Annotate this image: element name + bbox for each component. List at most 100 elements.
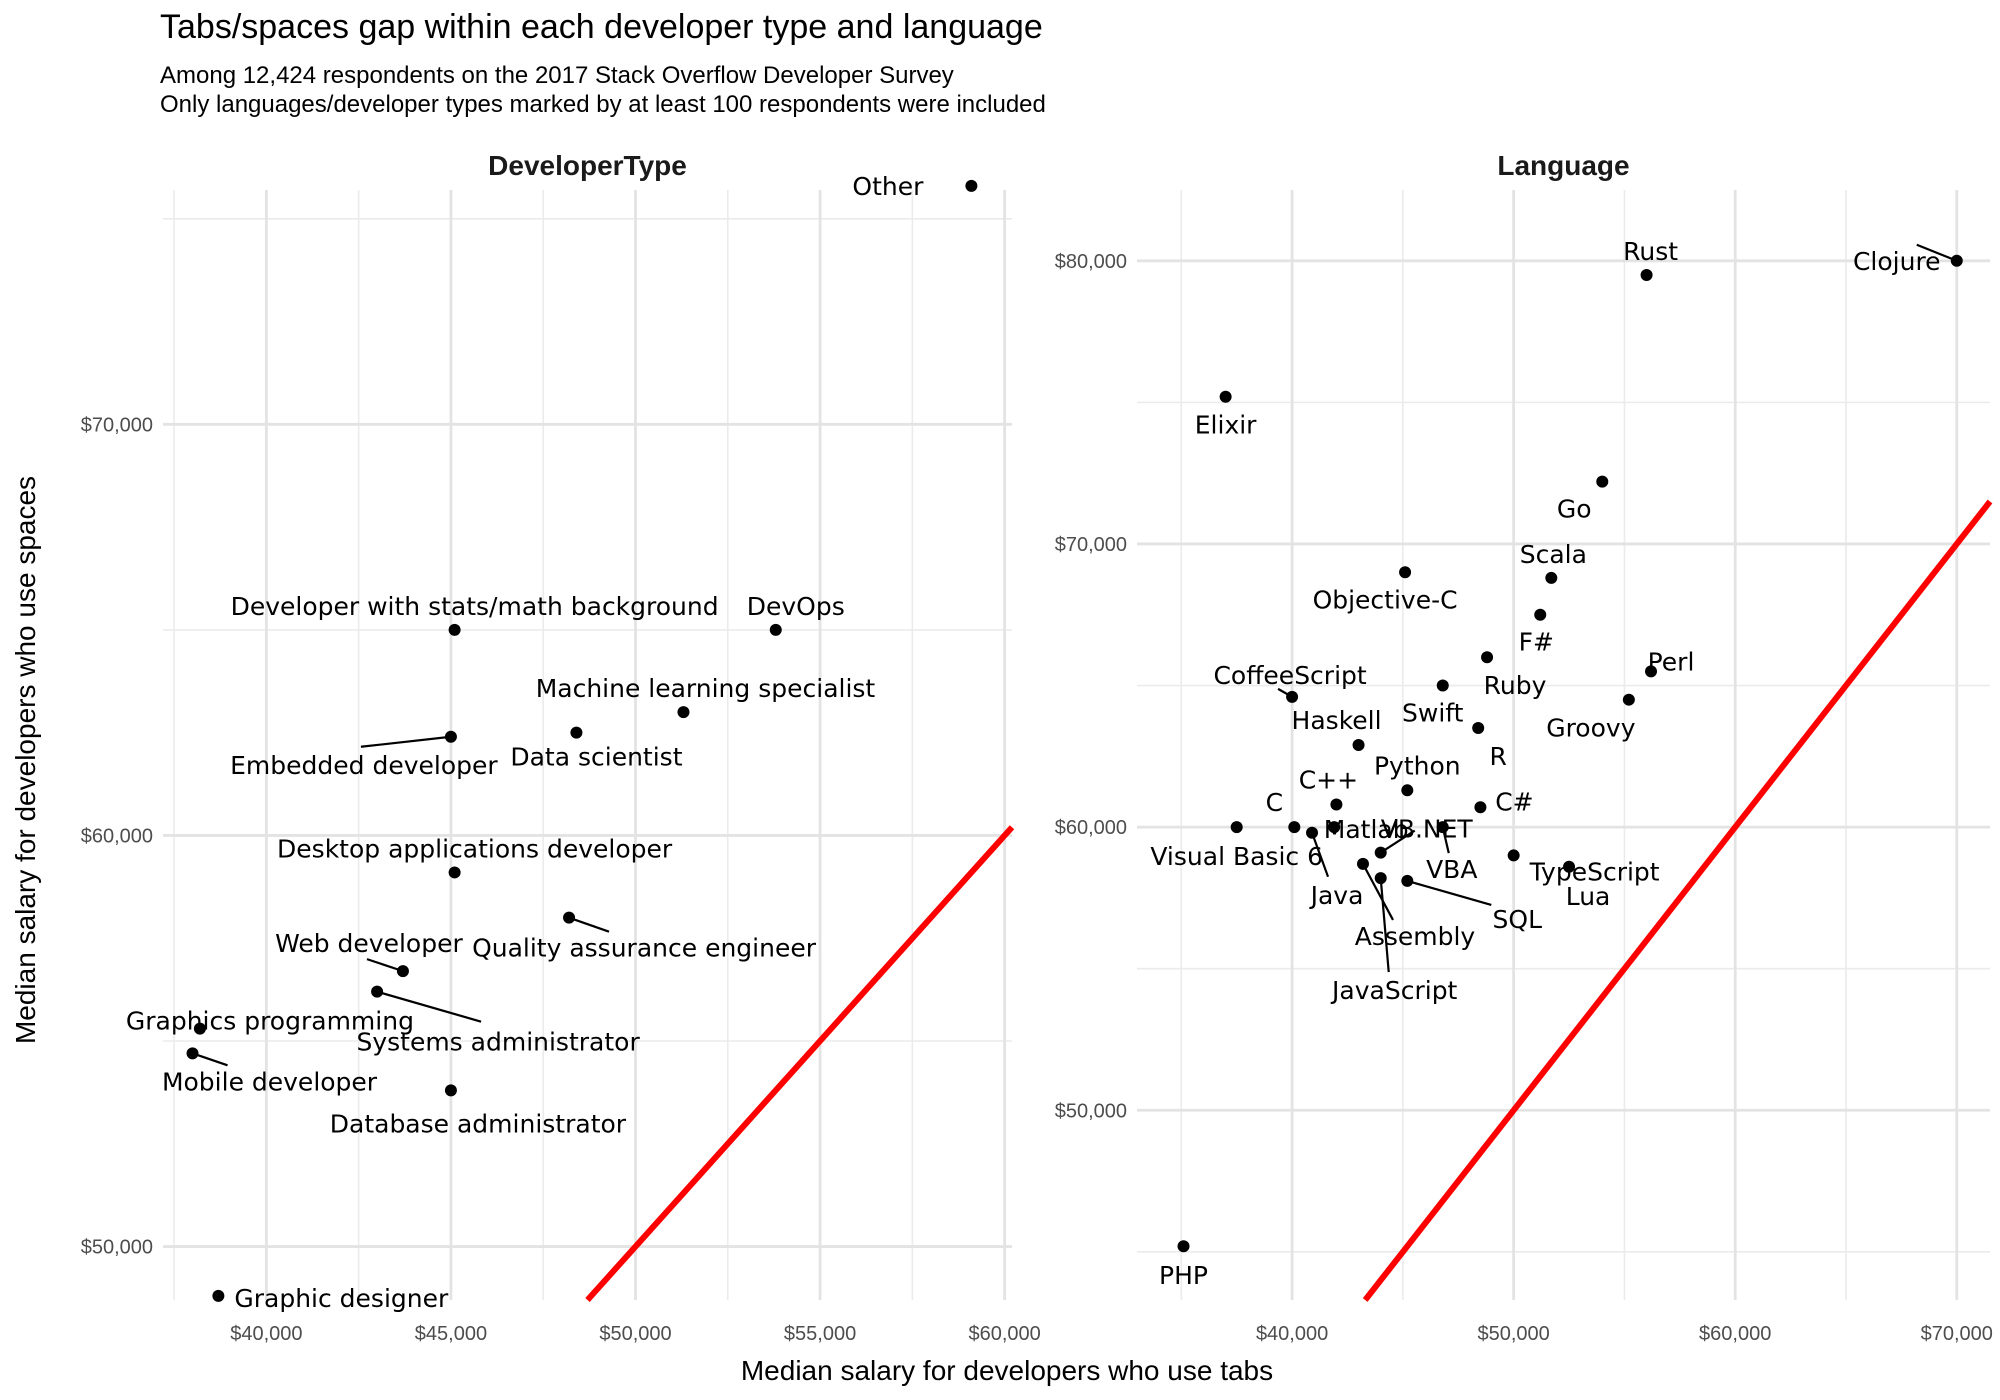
- chart-subtitle-line-2: Only languages/developer types marked by…: [160, 91, 1046, 118]
- data-point-label: F#: [1519, 628, 1554, 657]
- label-leader-line: [376, 990, 482, 1023]
- data-point-label: R: [1490, 742, 1507, 771]
- data-point: [1286, 690, 1299, 703]
- label-leader-line: [360, 735, 452, 748]
- y-tick-label: $80,000: [1055, 251, 1127, 273]
- x-tick-label: $70,000: [1921, 1323, 1993, 1345]
- data-point-label: Scala: [1520, 540, 1587, 569]
- data-point-label: VB.NET: [1381, 815, 1474, 844]
- data-point: [1288, 821, 1301, 834]
- label-leader-line: [1362, 863, 1394, 921]
- label-leader-line: [1310, 832, 1330, 878]
- data-point-label: C#: [1495, 787, 1533, 816]
- chart-title: Tabs/spaces gap within each developer ty…: [160, 8, 1043, 46]
- data-point-label: C: [1266, 788, 1283, 817]
- x-tick-label: $40,000: [1256, 1323, 1328, 1345]
- y-tick-label: $70,000: [1055, 534, 1127, 556]
- data-point-label: Objective-C: [1313, 585, 1458, 614]
- data-point-label: Visual Basic 6: [1150, 842, 1323, 871]
- data-point: [1306, 826, 1319, 839]
- data-point-label: Web developer: [275, 929, 463, 958]
- y-tick-label: $50,000: [1055, 1100, 1127, 1122]
- y-tick-label: $60,000: [1055, 817, 1127, 839]
- data-point-label: Graphic designer: [234, 1284, 449, 1313]
- data-point-label: Other: [852, 172, 924, 201]
- data-point: [1481, 651, 1494, 664]
- data-point-label: Java: [1309, 881, 1364, 910]
- data-point: [1356, 857, 1369, 870]
- data-point: [448, 866, 461, 879]
- x-tick-label: $60,000: [1699, 1323, 1771, 1345]
- data-point: [1352, 739, 1365, 751]
- x-axis-title: Median salary for developers who use tab…: [741, 1355, 1273, 1386]
- data-point: [1645, 665, 1658, 678]
- data-point: [1622, 693, 1635, 706]
- data-point-label: Swift: [1402, 699, 1464, 728]
- data-point-label: Quality assurance engineer: [472, 934, 817, 963]
- panel-strip-title: Language: [1497, 150, 1629, 181]
- label-leader-line: [1916, 243, 1958, 262]
- data-point-label: Go: [1557, 495, 1592, 524]
- data-point: [193, 1022, 206, 1035]
- y-tick-label: $60,000: [81, 825, 153, 847]
- panel-strip-title: DeveloperType: [488, 150, 687, 181]
- data-point: [186, 1047, 199, 1060]
- data-point: [1534, 608, 1547, 621]
- data-point-label: Assembly: [1355, 922, 1476, 951]
- data-point: [1472, 722, 1485, 735]
- x-tick-label: $55,000: [784, 1323, 856, 1345]
- data-point: [1374, 846, 1387, 859]
- label-leader-line: [1380, 829, 1416, 854]
- data-point: [1545, 571, 1558, 584]
- data-point: [1596, 475, 1609, 488]
- data-point-label: VBA: [1426, 855, 1477, 884]
- data-point-label: Database administrator: [330, 1109, 627, 1138]
- data-point: [965, 179, 978, 192]
- data-point-label: Machine learning specialist: [536, 674, 876, 703]
- data-point-label: TypeScript: [1529, 857, 1660, 886]
- data-point-label: Developer with stats/math background: [231, 592, 719, 621]
- data-point: [677, 706, 690, 719]
- data-point-label: Systems administrator: [356, 1028, 640, 1057]
- label-leader-line: [568, 916, 610, 933]
- data-point: [444, 1084, 457, 1097]
- x-tick-label: $60,000: [968, 1323, 1040, 1345]
- data-point-label: Elixir: [1195, 411, 1257, 440]
- data-point: [1177, 1240, 1190, 1253]
- data-point-label: Groovy: [1546, 714, 1635, 743]
- data-point: [1640, 268, 1653, 281]
- data-point: [1328, 821, 1341, 834]
- x-tick-label: $50,000: [599, 1323, 671, 1345]
- data-point: [1507, 849, 1520, 862]
- data-point-label: Perl: [1648, 647, 1695, 676]
- data-point-label: Rust: [1623, 237, 1678, 266]
- data-point: [1401, 784, 1414, 797]
- label-leader-line: [366, 958, 404, 973]
- x-tick-label: $50,000: [1478, 1323, 1550, 1345]
- data-point: [1230, 821, 1243, 834]
- data-point: [570, 726, 583, 739]
- data-point-label: Lua: [1566, 882, 1611, 911]
- data-point: [1399, 566, 1412, 579]
- data-point-label: Matlab: [1324, 815, 1409, 844]
- data-point-label: Python: [1374, 751, 1461, 780]
- data-point-label: CoffeeScript: [1213, 661, 1366, 690]
- label-leader-line: [1406, 879, 1492, 906]
- data-point: [1374, 872, 1387, 885]
- equal-salary-reference-line: [1362, 499, 1993, 1302]
- data-point: [1219, 390, 1232, 403]
- data-point-label: Graphics programming: [126, 1007, 414, 1036]
- data-point: [1401, 874, 1414, 887]
- x-tick-label: $40,000: [230, 1323, 302, 1345]
- data-point: [371, 985, 384, 998]
- y-tick-label: $50,000: [81, 1237, 153, 1259]
- data-point-label: Data scientist: [510, 743, 682, 772]
- data-point-label: DevOps: [747, 592, 845, 621]
- data-point: [444, 730, 457, 743]
- data-point: [1563, 860, 1576, 873]
- data-point-label: PHP: [1159, 1261, 1208, 1290]
- data-point-label: Mobile developer: [162, 1067, 378, 1096]
- data-point: [212, 1289, 225, 1302]
- panel-language: $40,000 $50,000 $60,000 $70,000 $50,000 $60,0…: [1055, 150, 1993, 1345]
